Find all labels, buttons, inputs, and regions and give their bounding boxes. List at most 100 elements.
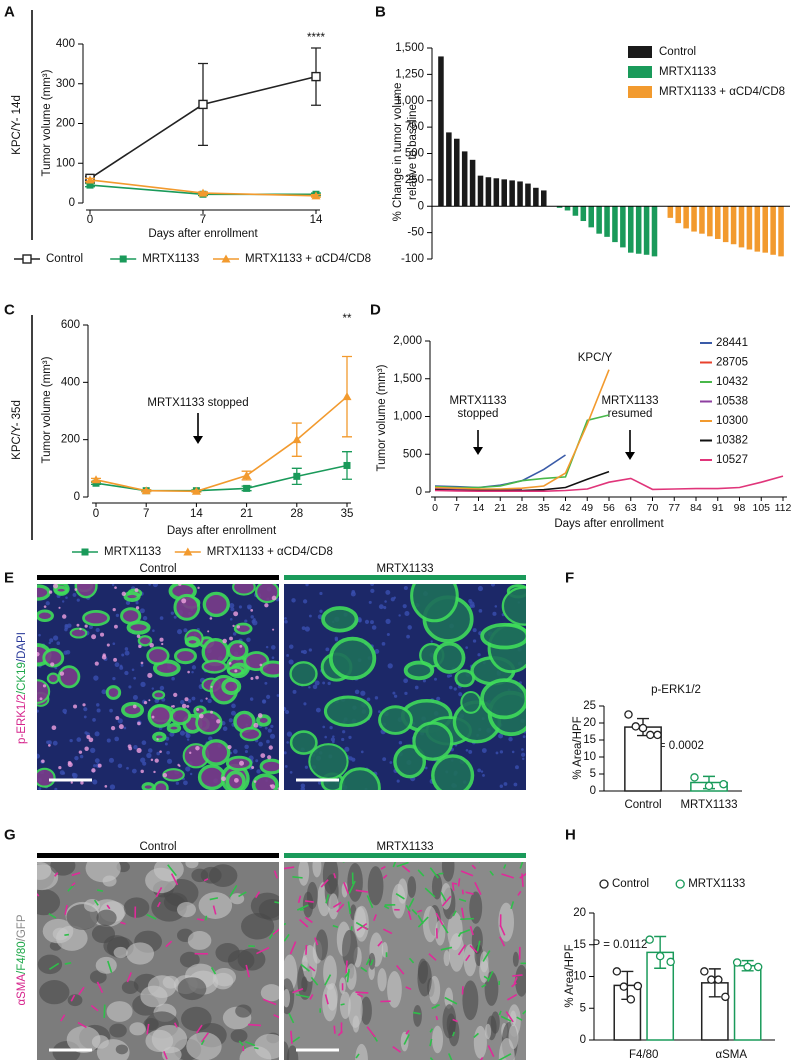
nucleus: [319, 609, 323, 613]
nucleus: [350, 591, 356, 597]
erk-signal: [161, 642, 164, 646]
erk-signal: [78, 750, 83, 754]
stain-fiber: [54, 872, 59, 877]
tissue: [115, 1044, 129, 1055]
nucleus: [140, 757, 146, 763]
nucleus: [112, 642, 116, 646]
nucleus: [255, 759, 259, 763]
cell: [239, 727, 262, 742]
nucleus: [495, 751, 499, 755]
stain-fiber: [525, 1053, 526, 1055]
erk-signal: [270, 784, 276, 789]
nucleus: [191, 665, 197, 670]
nucleus: [76, 598, 80, 602]
nucleus: [114, 736, 120, 742]
nucleus: [325, 647, 330, 652]
stain-fiber: [373, 914, 377, 922]
erk-signal: [94, 661, 99, 666]
stain-fiber: [238, 891, 247, 898]
stain-fiber: [336, 903, 345, 913]
nucleus: [164, 742, 168, 746]
tissue: [341, 882, 348, 898]
nucleus: [140, 663, 144, 667]
erk-signal: [104, 785, 108, 788]
nucleus: [394, 694, 398, 698]
nucleus: [302, 599, 308, 604]
cell: [169, 707, 192, 726]
y-tick-label: -100: [401, 253, 424, 265]
erk-signal: [84, 624, 88, 628]
cell: [232, 584, 256, 596]
y-tick-label: 1,500: [395, 42, 424, 54]
stain-fiber: [297, 895, 302, 904]
cell: [323, 695, 373, 728]
nucleus: [360, 690, 366, 696]
nucleus: [244, 750, 248, 754]
tissue: [153, 862, 184, 882]
stain-fiber: [405, 904, 411, 913]
nucleus: [38, 633, 41, 637]
data-point: [707, 975, 716, 984]
nucleus: [424, 766, 428, 770]
tissue: [417, 960, 432, 997]
stain-fiber: [245, 964, 250, 978]
nucleus: [96, 703, 100, 707]
marker: [91, 475, 101, 484]
nucleus: [114, 662, 120, 668]
stain-fiber: [348, 880, 356, 894]
erk-signal: [162, 772, 168, 778]
nucleus: [396, 779, 400, 783]
bar: [469, 159, 476, 207]
stain-fiber: [512, 974, 523, 977]
stain-fiber: [499, 936, 506, 947]
stain-fiber: [332, 901, 342, 908]
stain-fiber: [383, 905, 390, 910]
nucleus: [289, 771, 293, 774]
data-point: [704, 781, 714, 791]
erk-signal: [234, 669, 238, 673]
tissue: [91, 924, 116, 944]
stain-fiber: [340, 1003, 345, 1006]
tissue: [298, 862, 310, 886]
tissue: [85, 862, 121, 883]
nucleus: [124, 647, 129, 651]
x-axis-label: Days after enrollment: [148, 228, 258, 240]
nucleus: [62, 708, 68, 714]
bar: [454, 138, 460, 207]
nucleus: [301, 626, 306, 630]
erk-signal: [48, 744, 51, 747]
cell: [152, 690, 166, 700]
cell: [152, 731, 167, 743]
x-tick-label: 77: [668, 502, 680, 514]
nucleus: [386, 632, 390, 637]
y-tick-label: 0: [416, 486, 422, 498]
nucleus: [111, 584, 115, 587]
nucleus: [93, 675, 99, 681]
nucleus: [173, 615, 177, 619]
tissue: [37, 889, 61, 916]
erk-signal: [239, 760, 244, 766]
nucleus: [348, 735, 352, 740]
stain-fiber: [452, 1018, 458, 1023]
y-axis-label: Tumor volume (mm³): [41, 356, 53, 463]
tissue: [254, 1033, 279, 1060]
stain-fiber: [304, 916, 313, 924]
stain-part: /F4/80: [16, 941, 28, 974]
erk-signal: [113, 657, 117, 662]
micrograph: [37, 584, 279, 790]
erk-signal: [259, 663, 263, 667]
stain-fiber: [292, 988, 304, 994]
tissue: [443, 950, 450, 967]
tissue: [50, 862, 76, 876]
tissue: [413, 1004, 422, 1027]
bar: [730, 206, 737, 245]
x-tick-label: Control: [624, 799, 661, 811]
tissue: [479, 958, 489, 983]
nucleus: [156, 751, 161, 756]
stain-fiber: [382, 874, 388, 879]
y-tick-label: 20: [583, 717, 596, 729]
x-tick-label: 91: [712, 502, 724, 514]
nucleus: [101, 689, 107, 695]
nucleus: [315, 707, 321, 713]
